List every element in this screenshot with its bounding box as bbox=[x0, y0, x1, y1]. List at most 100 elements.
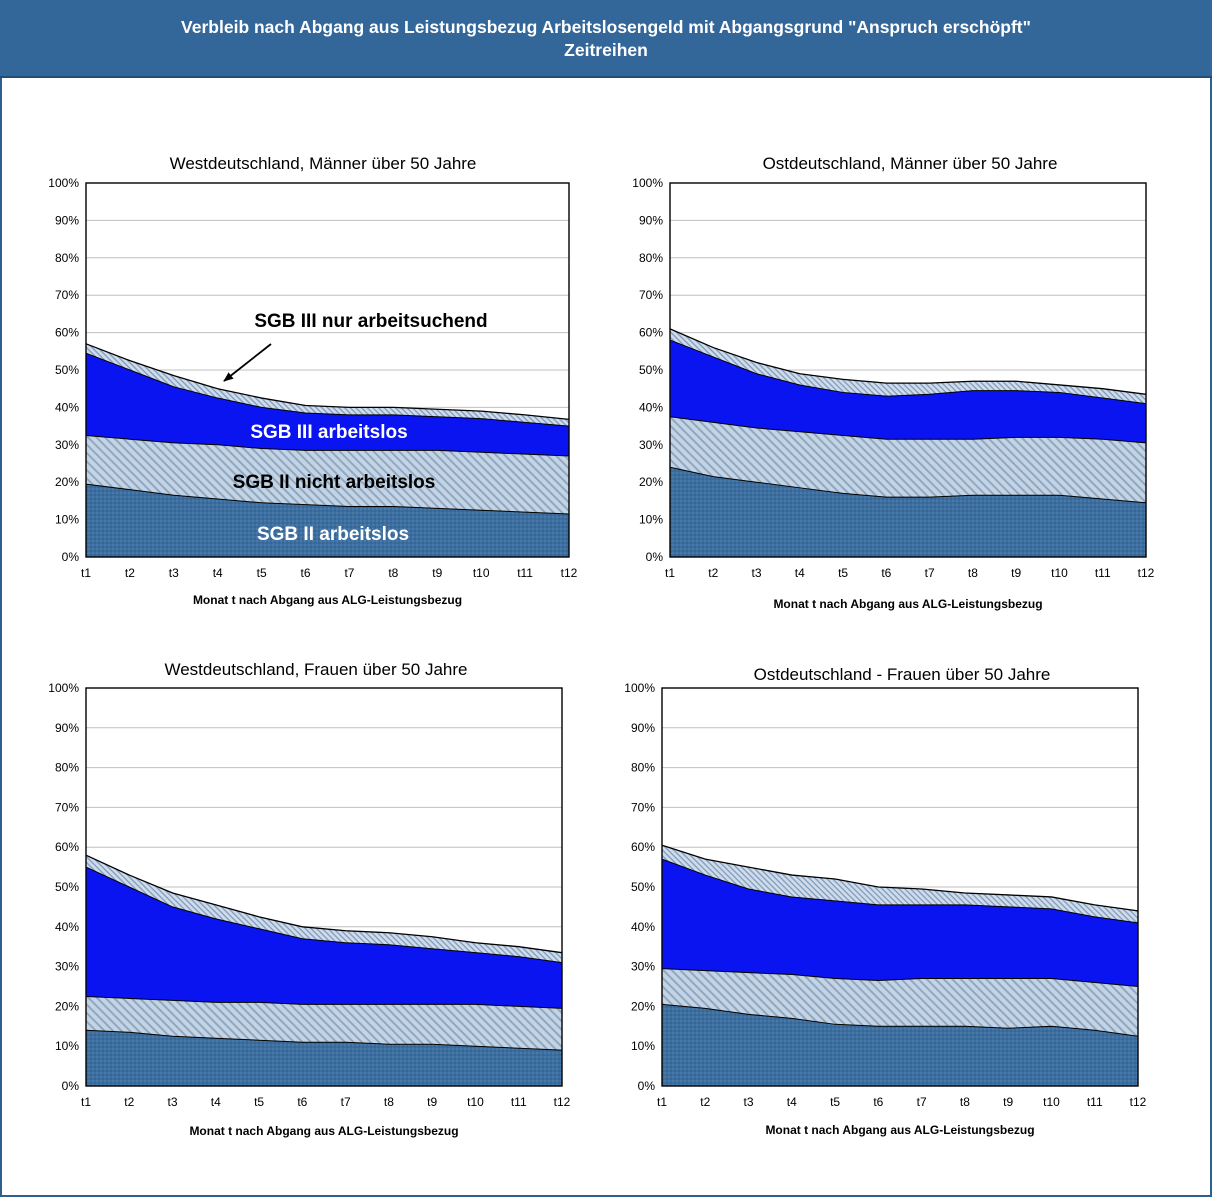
y-tick-label: 30% bbox=[55, 438, 79, 452]
plot-frame bbox=[661, 687, 1139, 1087]
x-tick-label: t3 bbox=[169, 566, 179, 580]
x-tick-label: t1 bbox=[81, 566, 91, 580]
boundary-sgb3-nur-arbeitsuchend bbox=[85, 343, 570, 421]
x-tick-label: t8 bbox=[384, 1095, 394, 1109]
y-tick-label: 0% bbox=[62, 1079, 80, 1093]
page-title: Verbleib nach Abgang aus Leistungsbezug … bbox=[181, 17, 1031, 37]
plot-frame bbox=[85, 182, 570, 558]
x-tick-label: t9 bbox=[1011, 566, 1021, 580]
y-tick-label: 50% bbox=[631, 880, 655, 894]
area-sgb2-nicht-arbeitslos bbox=[670, 416, 1146, 503]
x-tick-label: t12 bbox=[561, 566, 578, 580]
y-tick-label: 90% bbox=[639, 213, 663, 227]
y-tick-label: 60% bbox=[55, 840, 79, 854]
x-tick-label: t2 bbox=[700, 1095, 710, 1109]
y-tick-label: 60% bbox=[55, 326, 79, 340]
x-tick-label: t11 bbox=[517, 566, 533, 580]
boundary-sgb2-arbeitslos bbox=[85, 483, 570, 515]
page-header: Verbleib nach Abgang aus Leistungsbezug … bbox=[0, 0, 1212, 78]
y-tick-label: 30% bbox=[639, 438, 663, 452]
x-tick-label: t5 bbox=[257, 566, 267, 580]
y-tick-label: 40% bbox=[55, 920, 79, 934]
x-tick-label: t8 bbox=[388, 566, 398, 580]
x-tick-label: t4 bbox=[211, 1095, 221, 1109]
boundary-sgb2-arbeitslos bbox=[85, 1029, 563, 1051]
area-sgb3-arbeitslos bbox=[86, 867, 562, 1009]
y-tick-label: 40% bbox=[631, 920, 655, 934]
area-sgb3-arbeitslos bbox=[670, 340, 1146, 443]
area-sgb2-arbeitslos bbox=[86, 1030, 562, 1086]
boundary-sgb3-nur-arbeitsuchend bbox=[669, 328, 1147, 395]
x-axis-label: Monat t nach Abgang aus ALG-Leistungsbez… bbox=[773, 597, 1042, 611]
boundary-sgb2-nicht-arbeitslos bbox=[661, 968, 1139, 987]
y-tick-label: 40% bbox=[639, 400, 663, 414]
area-sgb2-nicht-arbeitslos bbox=[662, 968, 1138, 1037]
y-tick-label: 70% bbox=[55, 800, 79, 814]
x-tick-label: t1 bbox=[81, 1095, 91, 1109]
boundary-sgb2-arbeitslos bbox=[669, 466, 1147, 504]
y-tick-label: 0% bbox=[638, 1079, 656, 1093]
boundary-sgb3-nur-arbeitsuchend bbox=[85, 854, 563, 954]
y-tick-label: 10% bbox=[55, 513, 79, 527]
x-tick-label: t3 bbox=[752, 566, 762, 580]
x-tick-label: t1 bbox=[665, 566, 675, 580]
y-tick-label: 0% bbox=[62, 550, 80, 564]
x-tick-label: t11 bbox=[1087, 1095, 1103, 1109]
y-tick-label: 90% bbox=[55, 213, 79, 227]
y-tick-label: 20% bbox=[55, 475, 79, 489]
x-tick-label: t12 bbox=[1130, 1095, 1147, 1109]
x-tick-label: t3 bbox=[744, 1095, 754, 1109]
x-tick-label: t6 bbox=[873, 1095, 883, 1109]
x-tick-label: t10 bbox=[1043, 1095, 1060, 1109]
x-tick-label: t7 bbox=[341, 1095, 351, 1109]
x-tick-label: t11 bbox=[511, 1095, 527, 1109]
chart-2: 0% 10% 20% 30% 40% 50% 60% 70% 80% 90% 100% t1 t2 t3 t… bbox=[632, 154, 1154, 611]
y-tick-label: 80% bbox=[55, 761, 79, 775]
y-tick-label: 100% bbox=[48, 681, 79, 695]
y-tick-label: 50% bbox=[55, 880, 79, 894]
y-tick-label: 80% bbox=[631, 761, 655, 775]
x-tick-label: t7 bbox=[917, 1095, 927, 1109]
x-tick-label: t7 bbox=[925, 566, 935, 580]
y-tick-label: 60% bbox=[639, 326, 663, 340]
x-tick-label: t12 bbox=[1138, 566, 1155, 580]
boundary-sgb3-arbeitslos bbox=[669, 339, 1147, 405]
x-tick-label: t12 bbox=[554, 1095, 571, 1109]
x-tick-label: t11 bbox=[1095, 566, 1111, 580]
x-tick-label: t10 bbox=[467, 1095, 484, 1109]
area-sgb2-arbeitslos bbox=[670, 467, 1146, 557]
x-tick-label: t5 bbox=[830, 1095, 840, 1109]
y-tick-label: 50% bbox=[639, 363, 663, 377]
x-tick-label: t8 bbox=[968, 566, 978, 580]
x-tick-label: t4 bbox=[213, 566, 223, 580]
y-tick-label: 0% bbox=[646, 550, 664, 564]
y-tick-label: 20% bbox=[55, 999, 79, 1013]
boundary-sgb2-arbeitslos bbox=[661, 1003, 1139, 1037]
annotation-arrow bbox=[223, 343, 272, 382]
y-tick-label: 20% bbox=[639, 475, 663, 489]
area-sgb2-arbeitslos bbox=[86, 484, 569, 557]
y-tick-label: 80% bbox=[55, 251, 79, 265]
x-tick-label: t1 bbox=[657, 1095, 667, 1109]
x-tick-label: t2 bbox=[124, 1095, 134, 1109]
chart-title: Westdeutschland, Frauen über 50 Jahre bbox=[164, 660, 467, 679]
boundary-sgb3-arbeitslos bbox=[661, 858, 1139, 924]
y-tick-label: 70% bbox=[55, 288, 79, 302]
plot-frame bbox=[669, 182, 1147, 558]
y-tick-label: 100% bbox=[632, 176, 663, 190]
y-tick-label: 70% bbox=[631, 800, 655, 814]
x-axis-label: Monat t nach Abgang aus ALG-Leistungsbez… bbox=[765, 1123, 1034, 1137]
boundary-sgb2-nicht-arbeitslos bbox=[85, 434, 570, 457]
y-tick-label: 10% bbox=[631, 1039, 655, 1053]
label-sgb3-arbeitslos: SGB III arbeitslos bbox=[250, 422, 407, 443]
x-tick-label: t8 bbox=[960, 1095, 970, 1109]
x-tick-label: t2 bbox=[708, 566, 718, 580]
label-sgb3-nur-arbeitsuchend: SGB III nur arbeitsuchend bbox=[254, 311, 487, 332]
x-tick-label: t10 bbox=[473, 566, 490, 580]
label-sgb2-nicht-arbeitslos: SGB II nicht arbeitslos bbox=[233, 472, 436, 493]
boundary-sgb3-arbeitslos bbox=[85, 352, 570, 427]
y-tick-label: 80% bbox=[639, 251, 663, 265]
chart-title: Westdeutschland, Männer über 50 Jahre bbox=[170, 154, 477, 173]
